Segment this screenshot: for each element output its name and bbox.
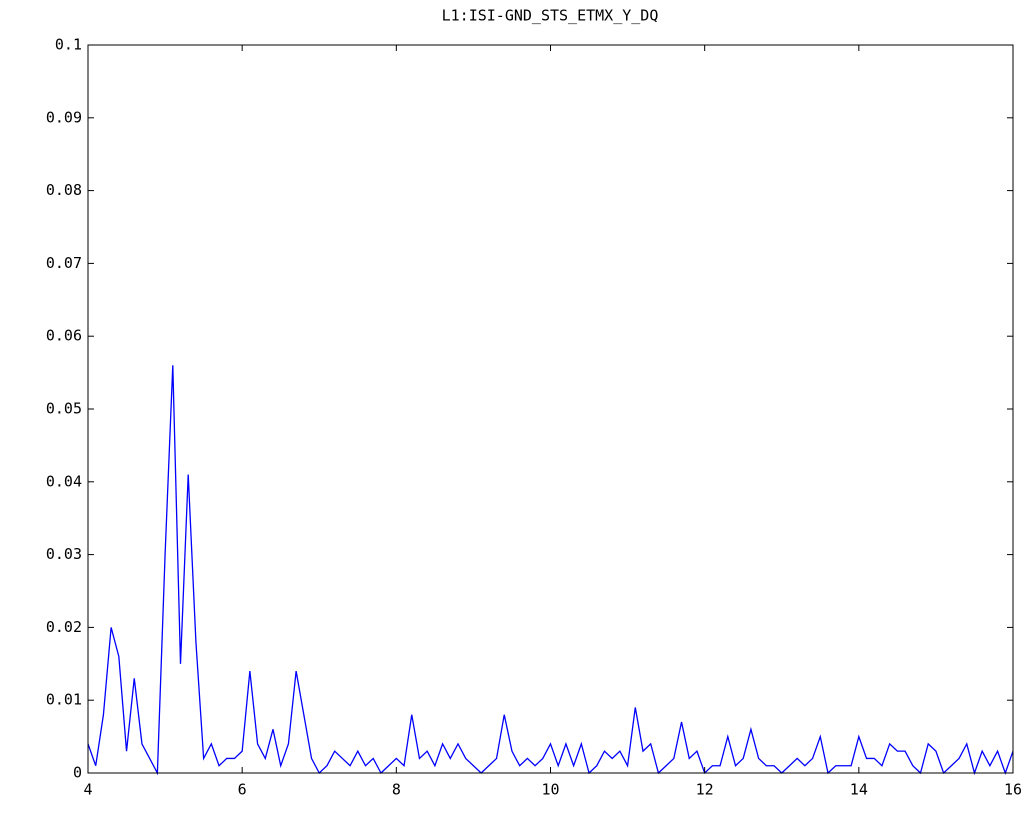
chart-title: L1:ISI-GND_STS_ETMX_Y_DQ (442, 7, 659, 25)
y-tick-label: 0.07 (46, 254, 82, 272)
y-tick-label: 0.04 (46, 472, 82, 490)
x-tick-label: 6 (238, 781, 247, 799)
y-tick-label: 0.06 (46, 327, 82, 345)
y-tick-label: 0.08 (46, 181, 82, 199)
y-tick-label: 0.03 (46, 545, 82, 563)
y-tick-label: 0.09 (46, 108, 82, 126)
y-tick-label: 0 (73, 764, 82, 782)
y-tick-label: 0.1 (55, 36, 82, 54)
x-tick-label: 16 (1004, 781, 1022, 799)
x-tick-label: 4 (83, 781, 92, 799)
y-tick-label: 0.05 (46, 400, 82, 418)
x-tick-label: 10 (541, 781, 559, 799)
data-line (87, 365, 1014, 776)
x-tick-label: 8 (392, 781, 401, 799)
x-tick-label: 14 (850, 781, 868, 799)
y-tick-label: 0.02 (46, 618, 82, 636)
y-tick-label: 0.01 (46, 691, 82, 709)
x-tick-label: 12 (696, 781, 714, 799)
